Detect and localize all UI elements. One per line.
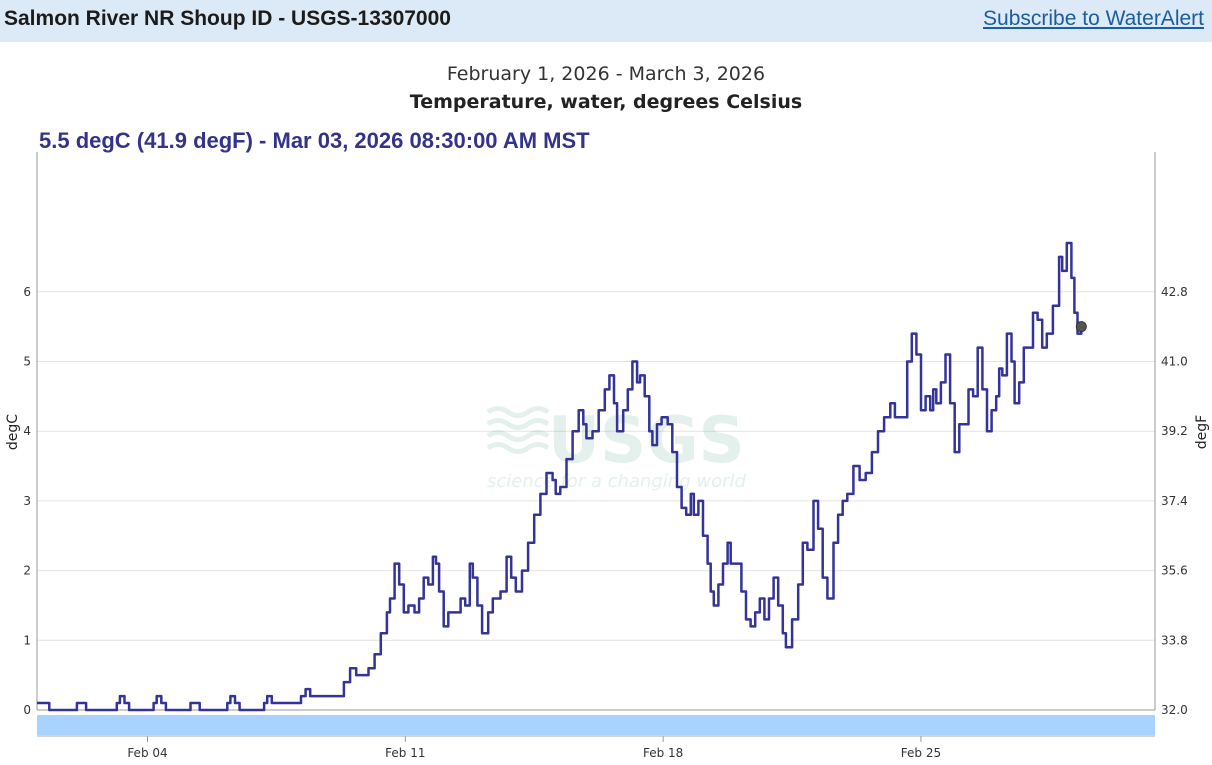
latest-value-readout: 5.5 degC (41.9 degF) - Mar 03, 2026 08:3… xyxy=(39,128,590,153)
subscribe-wateralert-link[interactable]: Subscribe to WaterAlert xyxy=(983,7,1204,30)
y-tick-label-right: 39.2 xyxy=(1161,424,1188,438)
tick-labels: 0 32.0 1 33.8 2 35.6 3 37.4 4 39.2 5 41.0 6 42.8 Feb 0… xyxy=(23,285,1187,760)
y-tick-label-left: 1 xyxy=(23,633,31,647)
x-tick-label: Feb 25 xyxy=(901,746,941,760)
y-axis-title-right: degF xyxy=(1194,415,1210,449)
y-tick-label-left: 5 xyxy=(23,355,31,369)
y-tick-label-left: 3 xyxy=(23,494,31,508)
y-tick-label-right: 42.8 xyxy=(1161,285,1188,299)
y-tick-label-left: 2 xyxy=(23,564,31,578)
chart-date-range: February 1, 2026 - March 3, 2026 xyxy=(446,63,766,85)
latest-value-marker[interactable] xyxy=(1075,321,1087,333)
y-tick-label-left: 0 xyxy=(23,703,31,717)
site-title: Salmon River NR Shoup ID - USGS-13307000 xyxy=(4,7,451,30)
usgs-wave-logo-icon xyxy=(486,406,550,454)
y-tick-label-right: 35.6 xyxy=(1161,564,1188,578)
watermark-tagline: science for a changing world xyxy=(487,471,747,492)
y-axis-title-left: degC xyxy=(5,414,21,450)
series-group xyxy=(37,241,1087,712)
y-tick-label-left: 6 xyxy=(23,285,31,299)
y-tick-label-right: 32.0 xyxy=(1161,703,1188,717)
y-tick-label-right: 41.0 xyxy=(1161,355,1188,369)
navigator-band[interactable] xyxy=(37,715,1155,737)
x-tick-label: Feb 04 xyxy=(127,746,167,760)
x-tick-label: Feb 11 xyxy=(385,746,425,760)
watermark-brand: USGS xyxy=(548,404,745,478)
chart-parameter-title: Temperature, water, degrees Celsius xyxy=(409,91,803,113)
x-tick-label: Feb 18 xyxy=(643,746,683,760)
site-header-bar: Salmon River NR Shoup ID - USGS-13307000… xyxy=(0,0,1212,42)
y-tick-label-right: 37.4 xyxy=(1161,494,1188,508)
temperature-series-line xyxy=(37,241,1083,712)
navigator-band-fill[interactable] xyxy=(37,715,1155,735)
y-tick-label-left: 4 xyxy=(23,424,31,438)
y-tick-label-right: 33.8 xyxy=(1161,633,1188,647)
